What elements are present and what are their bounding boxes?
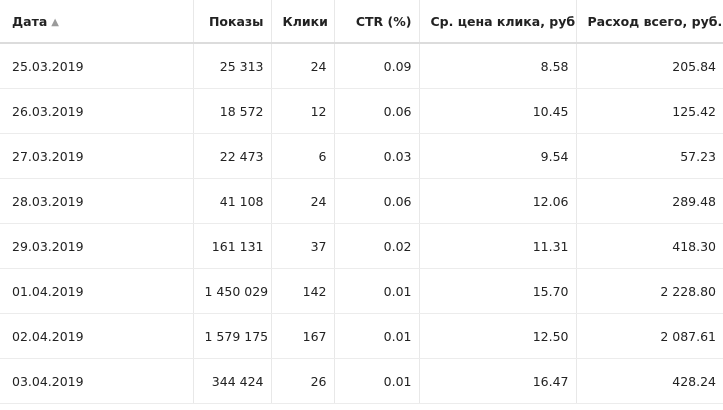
- table-row: 25.03.2019 25 313 24 0.09 8.58 205.84: [0, 43, 723, 89]
- cell-impressions: 22 473: [193, 133, 272, 179]
- table-row: 02.04.2019 1 579 175 167 0.01 12.50 2 08…: [0, 313, 723, 359]
- cell-date: 27.03.2019: [0, 133, 194, 179]
- column-header-ctr[interactable]: CTR (%): [334, 0, 420, 44]
- cell-avg-cpc: 16.47: [419, 358, 577, 404]
- column-header-label: Клики: [282, 13, 328, 29]
- cell-ctr: 0.01: [334, 268, 420, 314]
- table-row: 28.03.2019 41 108 24 0.06 12.06 289.48: [0, 178, 723, 224]
- cell-avg-cpc: 12.06: [419, 178, 577, 224]
- cell-impressions: 161 131: [193, 223, 272, 269]
- column-header-label: Ср. цена клика, руб.: [430, 13, 576, 29]
- cell-date: 02.04.2019: [0, 313, 194, 359]
- cell-clicks: 37: [271, 223, 335, 269]
- cell-avg-cpc: 8.58: [419, 43, 577, 89]
- table-row: 03.04.2019 344 424 26 0.01 16.47 428.24: [0, 358, 723, 404]
- cell-date: 03.04.2019: [0, 358, 194, 404]
- cell-avg-cpc: 9.54: [419, 133, 577, 179]
- cell-impressions: 344 424: [193, 358, 272, 404]
- cell-impressions: 41 108: [193, 178, 272, 224]
- cell-date: 25.03.2019: [0, 43, 194, 89]
- cell-ctr: 0.06: [334, 178, 420, 224]
- cell-avg-cpc: 11.31: [419, 223, 577, 269]
- cell-ctr: 0.03: [334, 133, 420, 179]
- column-header-avg-cpc[interactable]: Ср. цена клика, руб.: [419, 0, 577, 44]
- cell-total-cost: 2 087.61: [576, 313, 723, 359]
- cell-total-cost: 2 228.80: [576, 268, 723, 314]
- sort-ascending-icon[interactable]: ▲: [51, 16, 59, 28]
- cell-clicks: 12: [271, 88, 335, 134]
- table-header-row: Дата ▲ Показы Клики CTR (%) Ср. цена клик…: [0, 0, 723, 44]
- cell-date: 29.03.2019: [0, 223, 194, 269]
- cell-date: 01.04.2019: [0, 268, 194, 314]
- column-header-total-cost[interactable]: Расход всего, руб.: [576, 0, 723, 44]
- cell-clicks: 6: [271, 133, 335, 179]
- table-row: 26.03.2019 18 572 12 0.06 10.45 125.42: [0, 88, 723, 134]
- cell-clicks: 142: [271, 268, 335, 314]
- column-header-impressions[interactable]: Показы: [193, 0, 272, 44]
- cell-impressions: 25 313: [193, 43, 272, 89]
- column-header-clicks[interactable]: Клики: [271, 0, 335, 44]
- table-row: 01.04.2019 1 450 029 142 0.01 15.70 2 22…: [0, 268, 723, 314]
- column-header-label: CTR (%): [355, 13, 412, 29]
- cell-total-cost: 289.48: [576, 178, 723, 224]
- cell-date: 28.03.2019: [0, 178, 194, 224]
- cell-ctr: 0.01: [334, 358, 420, 404]
- cell-ctr: 0.02: [334, 223, 420, 269]
- cell-total-cost: 205.84: [576, 43, 723, 89]
- column-header-label: Расход всего, руб.: [587, 13, 723, 29]
- cell-clicks: 167: [271, 313, 335, 359]
- cell-date: 26.03.2019: [0, 88, 194, 134]
- cell-clicks: 26: [271, 358, 335, 404]
- column-header-label: Показы: [208, 13, 264, 29]
- table-row: 29.03.2019 161 131 37 0.02 11.31 418.30: [0, 223, 723, 269]
- table-row: 27.03.2019 22 473 6 0.03 9.54 57.23: [0, 133, 723, 179]
- cell-ctr: 0.09: [334, 43, 420, 89]
- cell-ctr: 0.06: [334, 88, 420, 134]
- cell-avg-cpc: 15.70: [419, 268, 577, 314]
- cell-impressions: 1 579 175: [193, 313, 272, 359]
- cell-total-cost: 125.42: [576, 88, 723, 134]
- cell-impressions: 18 572: [193, 88, 272, 134]
- column-header-label: Дата: [12, 13, 48, 29]
- cell-avg-cpc: 10.45: [419, 88, 577, 134]
- cell-ctr: 0.01: [334, 313, 420, 359]
- cell-avg-cpc: 12.50: [419, 313, 577, 359]
- cell-total-cost: 418.30: [576, 223, 723, 269]
- column-header-date[interactable]: Дата ▲: [0, 0, 194, 44]
- cell-clicks: 24: [271, 43, 335, 89]
- cell-total-cost: 57.23: [576, 133, 723, 179]
- cell-total-cost: 428.24: [576, 358, 723, 404]
- cell-impressions: 1 450 029: [193, 268, 272, 314]
- cell-clicks: 24: [271, 178, 335, 224]
